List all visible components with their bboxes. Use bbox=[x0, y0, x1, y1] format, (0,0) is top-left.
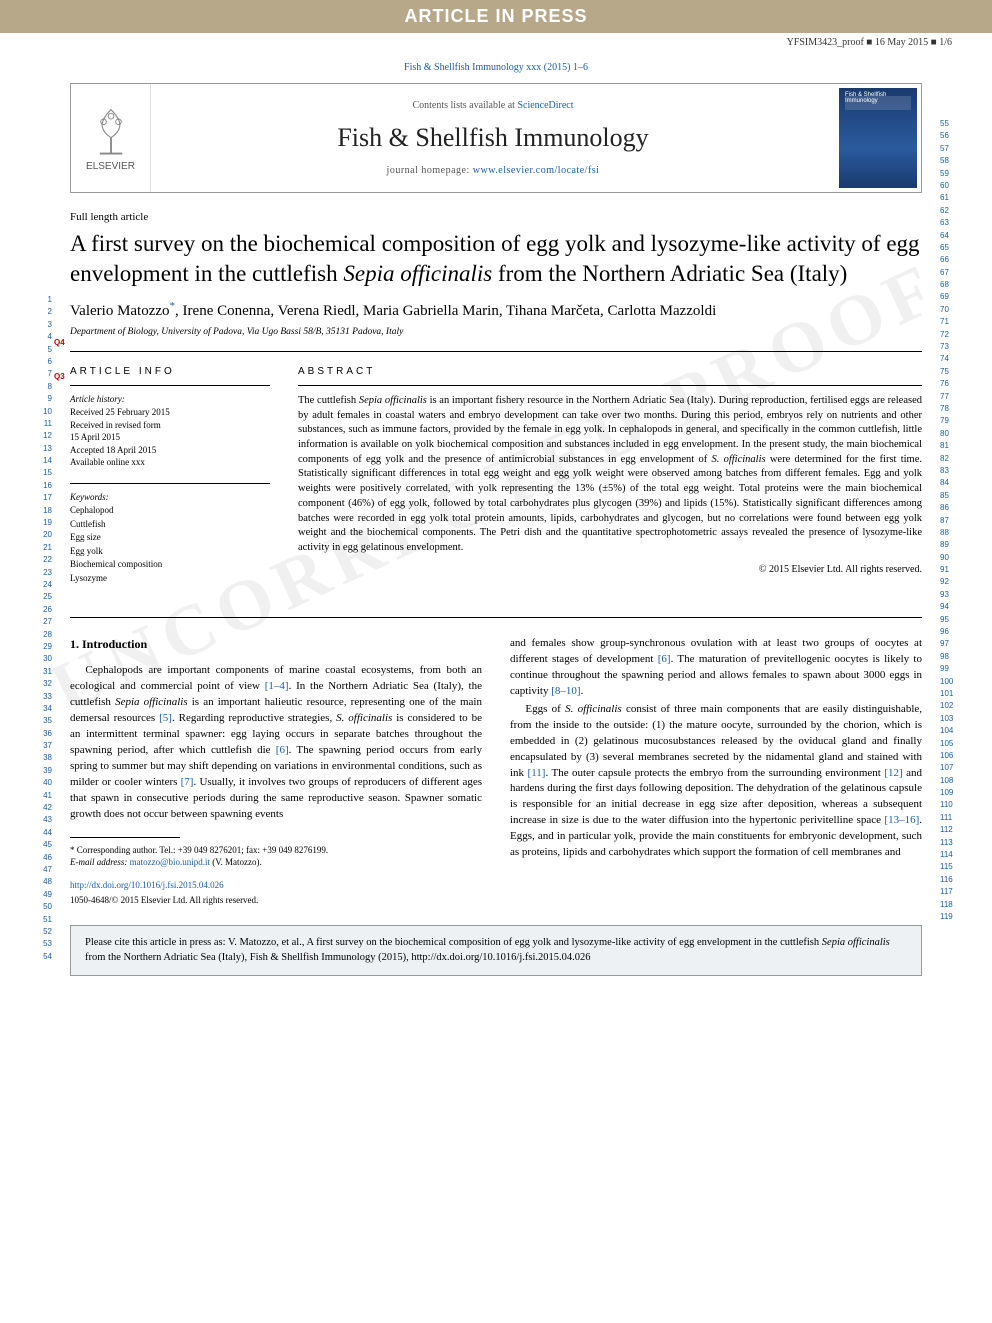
keyword: Cephalopod bbox=[70, 504, 270, 518]
article-in-press-banner: ARTICLE IN PRESS bbox=[0, 0, 992, 33]
cite-suffix: from the Northern Adriatic Sea (Italy), … bbox=[85, 952, 591, 963]
keyword: Lysozyme bbox=[70, 572, 270, 586]
journal-header: ELSEVIER Contents lists available at Sci… bbox=[70, 83, 922, 193]
abstract-heading: ABSTRACT bbox=[298, 366, 922, 377]
intro-paragraph-2: and females show group-synchronous ovula… bbox=[510, 636, 922, 700]
doi-link[interactable]: http://dx.doi.org/10.1016/j.fsi.2015.04.… bbox=[70, 880, 224, 890]
author-list: Valerio Matozzo*, Irene Conenna, Verena … bbox=[70, 303, 716, 319]
article-info-column: ARTICLE INFO Article history: Received 2… bbox=[70, 366, 270, 599]
history-line: Available online xxx bbox=[70, 456, 270, 469]
authors: Valerio Matozzo*, Irene Conenna, Verena … bbox=[70, 299, 922, 321]
journal-header-center: Contents lists available at ScienceDirec… bbox=[151, 84, 835, 192]
email-label: E-mail address: bbox=[70, 857, 130, 867]
citation-ref[interactable]: [13–16] bbox=[884, 814, 919, 826]
affiliation: Department of Biology, University of Pad… bbox=[70, 327, 922, 337]
keywords-label: Keywords: bbox=[70, 492, 270, 502]
section-heading-introduction: 1. Introduction bbox=[70, 636, 482, 653]
species-name: Sepia officinalis bbox=[115, 696, 188, 708]
issn-copyright: 1050-4648/© 2015 Elsevier Ltd. All right… bbox=[70, 894, 482, 907]
rule-bottom bbox=[70, 617, 922, 618]
corresponding-email-link[interactable]: matozzo@bio.unipd.it bbox=[130, 857, 210, 867]
article-meta-row: ARTICLE INFO Article history: Received 2… bbox=[70, 352, 922, 617]
abstract-copyright: © 2015 Elsevier Ltd. All rights reserved… bbox=[298, 564, 922, 575]
keyword: Biochemical composition bbox=[70, 558, 270, 572]
article-info-heading: ARTICLE INFO bbox=[70, 366, 270, 377]
species-name: S. officinalis bbox=[711, 454, 765, 465]
contents-available-line: Contents lists available at ScienceDirec… bbox=[159, 100, 827, 111]
article-title: A first survey on the biochemical compos… bbox=[70, 229, 922, 289]
citation-ref[interactable]: [11] bbox=[528, 767, 546, 779]
body-columns: 1. Introduction Cephalopods are importan… bbox=[70, 636, 922, 907]
homepage-link[interactable]: www.elsevier.com/locate/fsi bbox=[473, 165, 600, 176]
elsevier-tree-icon bbox=[83, 105, 139, 161]
abstract-column: ABSTRACT The cuttlefish Sepia officinali… bbox=[298, 366, 922, 599]
keyword: Egg size bbox=[70, 531, 270, 545]
species-name: S. officinalis bbox=[565, 703, 622, 715]
citation-ref[interactable]: [6] bbox=[658, 653, 671, 665]
cover-caption: Fish & Shellfish Immunology bbox=[845, 92, 917, 104]
sciencedirect-link[interactable]: ScienceDirect bbox=[517, 100, 573, 111]
journal-reference: Fish & Shellfish Immunology xxx (2015) 1… bbox=[70, 62, 922, 73]
cite-prefix: Please cite this article in press as: V.… bbox=[85, 937, 822, 948]
abstract-text: The cuttlefish Sepia officinalis is an i… bbox=[298, 394, 922, 556]
intro-paragraph-3: Eggs of S. officinalis consist of three … bbox=[510, 702, 922, 861]
title-species: Sepia officinalis bbox=[343, 261, 492, 286]
species-name: Sepia officinalis bbox=[359, 395, 427, 406]
email-line: E-mail address: matozzo@bio.unipd.it (V.… bbox=[70, 856, 482, 869]
citation-ref[interactable]: [12] bbox=[884, 767, 902, 779]
homepage-line: journal homepage: www.elsevier.com/locat… bbox=[159, 165, 827, 176]
info-rule bbox=[70, 385, 270, 386]
intro-paragraph-1: Cephalopods are important components of … bbox=[70, 663, 482, 822]
history-line: Accepted 18 April 2015 bbox=[70, 444, 270, 457]
keyword: Cuttlefish bbox=[70, 518, 270, 532]
contents-prefix: Contents lists available at bbox=[412, 100, 517, 111]
footnotes: * Corresponding author. Tel.: +39 049 82… bbox=[70, 844, 482, 869]
citation-ref[interactable]: [5] bbox=[159, 712, 172, 724]
species-name: S. officinalis bbox=[336, 712, 392, 724]
citation-box: Please cite this article in press as: V.… bbox=[70, 925, 922, 976]
article-history-block: Article history: Received 25 February 20… bbox=[70, 394, 270, 469]
keywords-block: Keywords: CephalopodCuttlefishEgg sizeEg… bbox=[70, 492, 270, 585]
keyword: Egg yolk bbox=[70, 545, 270, 559]
citation-ref[interactable]: [8–10] bbox=[551, 685, 580, 697]
history-line: Received in revised form bbox=[70, 419, 270, 432]
homepage-prefix: journal homepage: bbox=[387, 165, 473, 176]
email-tail: (V. Matozzo). bbox=[210, 857, 262, 867]
history-line: 15 April 2015 bbox=[70, 431, 270, 444]
footnote-separator bbox=[70, 837, 180, 838]
corresponding-author-note: * Corresponding author. Tel.: +39 049 82… bbox=[70, 844, 482, 857]
citation-ref[interactable]: [7] bbox=[181, 776, 194, 788]
journal-name: Fish & Shellfish Immunology bbox=[159, 123, 827, 153]
publisher-logo-block: ELSEVIER bbox=[71, 84, 151, 192]
title-post: from the Northern Adriatic Sea (Italy) bbox=[492, 261, 847, 286]
corresponding-marker: * bbox=[170, 300, 176, 312]
citation-ref[interactable]: [1–4] bbox=[265, 680, 289, 692]
history-line: Received 25 February 2015 bbox=[70, 406, 270, 419]
history-label: Article history: bbox=[70, 394, 270, 404]
abstract-rule bbox=[298, 385, 922, 386]
journal-cover-thumbnail: Fish & Shellfish Immunology bbox=[839, 88, 917, 188]
citation-ref[interactable]: [6] bbox=[276, 744, 289, 756]
doi-line: http://dx.doi.org/10.1016/j.fsi.2015.04.… bbox=[70, 879, 482, 892]
publisher-name: ELSEVIER bbox=[86, 161, 135, 172]
journal-cover-block: Fish & Shellfish Immunology bbox=[835, 84, 921, 192]
cite-species: Sepia officinalis bbox=[822, 937, 890, 948]
article-type: Full length article bbox=[70, 211, 922, 223]
proof-info: YFSIM3423_proof ■ 16 May 2015 ■ 1/6 bbox=[0, 33, 992, 52]
keywords-rule bbox=[70, 483, 270, 484]
